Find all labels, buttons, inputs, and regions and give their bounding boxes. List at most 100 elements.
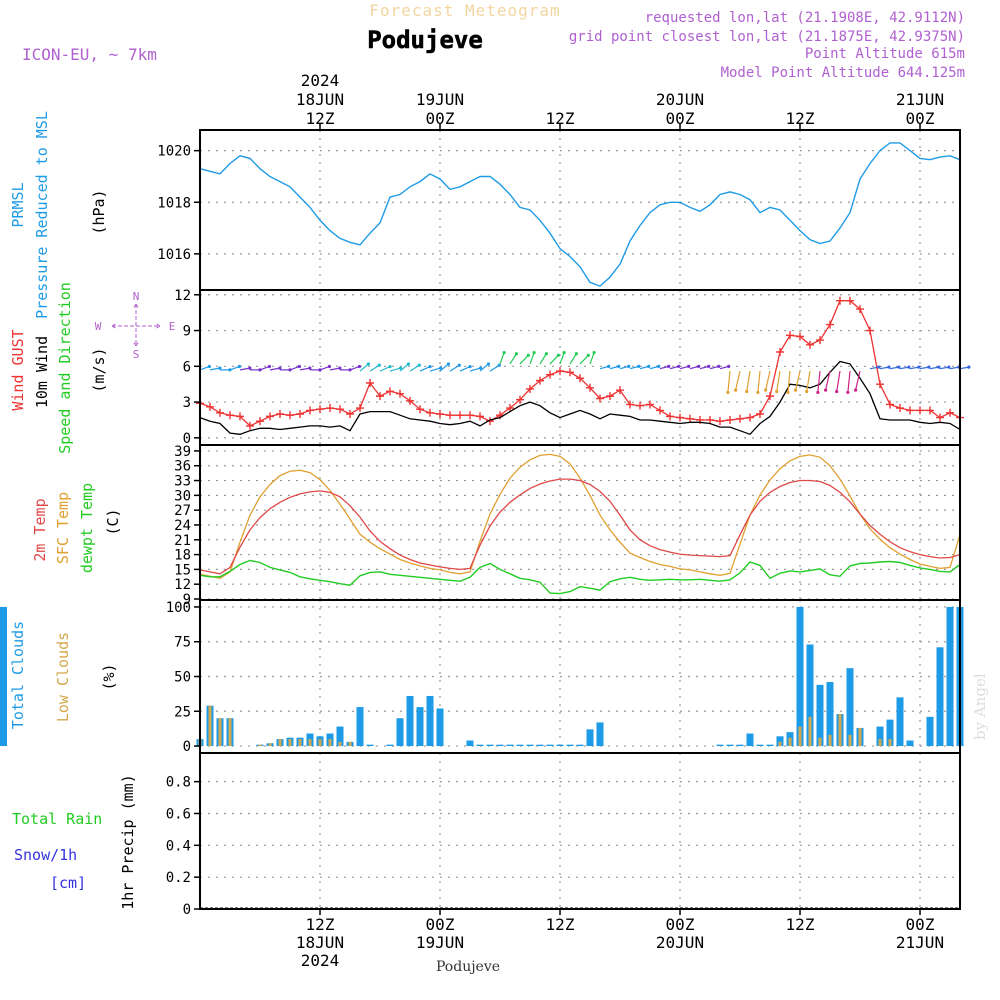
total-cloud-bar	[356, 707, 364, 747]
gust-marker	[316, 405, 324, 414]
gust-marker	[626, 400, 634, 409]
model-altitude: Model Point Altitude 644.125m	[721, 65, 965, 81]
wind-arrow-head	[727, 364, 731, 368]
gust-label: Wind GUST	[9, 329, 27, 410]
total-cloud-bar	[756, 744, 764, 747]
low-cloud-bar	[828, 734, 832, 747]
wind-arrow	[529, 352, 535, 365]
total-cloud-bar	[426, 695, 434, 747]
wind-arrow	[369, 364, 380, 372]
wind-arrow-head	[556, 353, 560, 357]
gust-marker	[616, 386, 624, 395]
wind-arrow-head	[468, 365, 472, 369]
wind-arrow-head	[877, 365, 881, 369]
low-cloud-bar	[878, 739, 882, 747]
total-cloud-bar	[336, 726, 344, 747]
gust-marker	[416, 405, 424, 414]
total-cloud-bar	[846, 668, 854, 747]
temp2m-label: 2m Temp	[31, 498, 49, 561]
wind-arrow	[776, 370, 781, 392]
gust-marker	[746, 413, 754, 422]
gust-marker	[886, 400, 894, 409]
wind-arrow-head	[805, 389, 809, 394]
x-axis-bottom-label: 2024	[301, 951, 340, 970]
wind-arrow-head	[835, 389, 839, 394]
wind-arrow	[379, 366, 391, 372]
compass-rose	[111, 303, 161, 347]
panel-frame	[199, 752, 961, 910]
x-axis-top-label: 00Z	[666, 109, 695, 128]
low-cloud-bar	[258, 744, 262, 747]
compass-s: S	[133, 348, 140, 361]
total-cloud-bar	[596, 722, 604, 747]
y-tick-label: 0	[183, 739, 191, 755]
wind-arrow-head	[308, 366, 312, 370]
gust-marker	[756, 410, 764, 418]
low-cloud-bar	[838, 714, 842, 747]
x-axis-top-label: 12Z	[306, 109, 335, 128]
x-axis-top-label: 21JUN	[896, 90, 944, 109]
gust-marker	[376, 392, 384, 401]
sfctemp-label: SFC Temp	[54, 492, 72, 564]
low-cloud-bar	[308, 739, 312, 747]
y-tick-label: 50	[174, 670, 191, 686]
low-cloud-bar	[338, 741, 342, 747]
x-axis-top-label: 12Z	[786, 109, 815, 128]
gust-marker	[686, 414, 694, 423]
wind-arrow	[549, 354, 559, 365]
gust-marker	[716, 417, 724, 426]
gust-marker	[536, 376, 544, 385]
total-cloud-bar	[796, 606, 804, 747]
low-cloud-bar	[348, 741, 352, 747]
x-axis-top-label: 18JUN	[296, 90, 344, 109]
total-cloud-bar	[436, 708, 444, 747]
x-axis-bottom-label: 00Z	[426, 915, 455, 934]
gust-marker	[516, 395, 524, 404]
gust-marker	[406, 396, 414, 405]
dewpt-line	[199, 559, 961, 595]
wind-arrow	[539, 353, 547, 365]
wind-arrow-head	[398, 366, 403, 370]
wind-arrow-head	[717, 364, 721, 368]
compass-e: E	[169, 320, 176, 333]
wind-arrow-head	[726, 390, 730, 395]
wind-arrow	[359, 363, 369, 372]
y-tick-label: 24	[174, 518, 191, 534]
gust-marker	[856, 305, 864, 314]
wind-arrow-head	[218, 366, 222, 370]
wind-arrow	[509, 353, 517, 365]
gust-marker	[866, 326, 874, 335]
low-cloud-bar	[318, 739, 322, 747]
wind-arrow-head	[967, 365, 971, 369]
wind-arrow-head	[388, 365, 392, 369]
x-axis-top-label: 00Z	[426, 109, 455, 128]
gust-marker	[256, 417, 264, 426]
low-cloud-bar	[818, 737, 822, 747]
x-axis-top-label: 19JUN	[416, 90, 464, 109]
temp-2m-line	[199, 478, 961, 575]
wind-arrow	[479, 363, 489, 372]
wind-arrow	[519, 354, 529, 365]
wind-arrow-head	[486, 362, 491, 366]
y-tick-label: 15	[174, 562, 191, 578]
wind-arrow-head	[544, 352, 548, 356]
total-cloud-bar	[776, 736, 784, 747]
wind-dir-label: Speed and Direction	[56, 282, 74, 454]
wind-arrow	[795, 370, 801, 391]
gust-marker	[216, 408, 224, 417]
snow-label: Snow/1h	[14, 846, 77, 864]
wind-arrow-head	[627, 364, 631, 368]
gust-marker	[576, 374, 584, 383]
wind-arrow-head	[562, 351, 566, 355]
wind-arrow-head	[446, 362, 451, 366]
rain-label: Total Rain	[12, 810, 102, 828]
wind-arrow	[429, 367, 441, 372]
gust-marker	[906, 406, 914, 415]
wind-arrow	[499, 352, 505, 365]
wind-arrow-head	[267, 364, 271, 369]
wind-arrow-head	[657, 364, 661, 368]
gust-marker	[946, 408, 954, 417]
gust-marker	[266, 412, 274, 421]
y-tick-label: 0.2	[166, 870, 191, 886]
total-cloud-bar	[536, 744, 544, 747]
